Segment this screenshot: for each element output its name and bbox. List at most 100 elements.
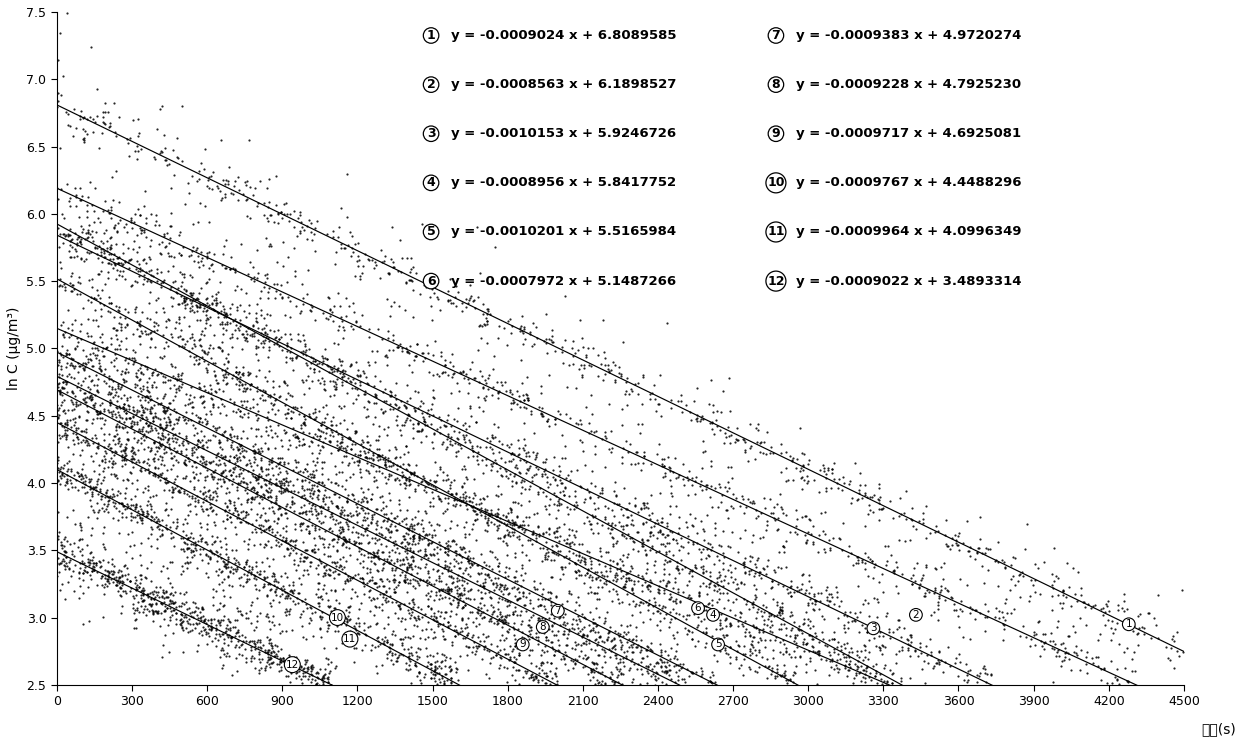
Point <box>343 468 363 480</box>
Point <box>376 587 396 598</box>
Point <box>403 551 423 563</box>
Point <box>334 551 353 562</box>
Point <box>634 450 653 461</box>
Point <box>196 362 216 374</box>
Point <box>73 587 93 599</box>
Point <box>732 607 751 619</box>
Point <box>501 448 521 460</box>
Point <box>715 647 735 659</box>
Point <box>720 461 740 472</box>
Point <box>427 586 446 598</box>
Point <box>433 655 453 667</box>
Point <box>650 584 670 596</box>
Point <box>197 638 217 649</box>
Point <box>151 565 171 577</box>
Point <box>222 441 242 453</box>
Point <box>107 579 126 591</box>
Point <box>277 356 296 368</box>
Point <box>190 353 210 365</box>
Point <box>61 239 81 251</box>
Point <box>403 284 423 296</box>
Point <box>134 455 154 467</box>
Point <box>277 276 296 288</box>
Point <box>156 562 176 573</box>
Point <box>243 481 263 493</box>
Point <box>66 343 86 354</box>
Point <box>131 265 151 276</box>
Point <box>160 520 180 532</box>
Point <box>185 456 205 468</box>
Point <box>1109 599 1128 611</box>
Point <box>123 421 143 433</box>
Point <box>161 453 181 464</box>
Point <box>832 471 852 483</box>
Point <box>498 587 518 599</box>
Point <box>529 577 549 589</box>
Point <box>657 577 677 589</box>
Point <box>242 635 262 647</box>
Point <box>940 543 960 555</box>
Point <box>291 475 311 486</box>
Point <box>541 636 560 648</box>
Point <box>351 438 371 450</box>
Point <box>949 527 968 539</box>
Point <box>277 475 296 487</box>
Point <box>139 386 159 398</box>
Point <box>485 418 505 430</box>
Point <box>154 430 174 441</box>
Point <box>848 494 868 506</box>
Point <box>1053 655 1073 667</box>
Point <box>133 254 153 266</box>
Point <box>95 414 115 426</box>
Point <box>624 542 644 554</box>
Point <box>350 572 370 584</box>
Point <box>112 569 131 581</box>
Point <box>136 431 156 443</box>
Point <box>916 559 936 571</box>
Point <box>438 545 458 556</box>
Point <box>293 433 312 444</box>
Point <box>238 487 258 499</box>
Point <box>130 374 150 385</box>
Point <box>718 421 738 433</box>
Point <box>435 525 455 537</box>
Point <box>273 652 293 664</box>
Point <box>105 411 125 422</box>
Point <box>604 497 624 509</box>
Point <box>661 591 681 603</box>
Point <box>701 374 720 385</box>
Point <box>314 416 334 428</box>
Point <box>528 662 548 674</box>
Point <box>110 383 130 395</box>
Point <box>242 644 262 656</box>
Point <box>746 554 766 566</box>
Point <box>175 311 195 323</box>
Point <box>502 645 522 657</box>
Point <box>541 592 560 604</box>
Point <box>565 565 585 576</box>
Point <box>82 486 102 497</box>
Point <box>403 528 423 540</box>
Point <box>666 562 686 573</box>
Point <box>510 592 529 604</box>
Point <box>48 193 68 205</box>
Point <box>702 666 722 678</box>
Point <box>585 626 605 638</box>
Point <box>108 427 128 439</box>
Point <box>645 394 665 405</box>
Point <box>153 100 172 112</box>
Point <box>448 439 467 450</box>
Point <box>362 509 382 521</box>
Point <box>228 171 248 183</box>
Point <box>86 481 105 493</box>
Point <box>244 275 264 287</box>
Point <box>884 567 904 579</box>
Point <box>53 382 73 394</box>
Point <box>98 495 118 507</box>
Point <box>64 585 84 597</box>
Point <box>713 629 733 640</box>
Point <box>587 639 606 651</box>
Point <box>60 539 79 551</box>
Point <box>264 619 284 631</box>
Point <box>785 632 805 643</box>
